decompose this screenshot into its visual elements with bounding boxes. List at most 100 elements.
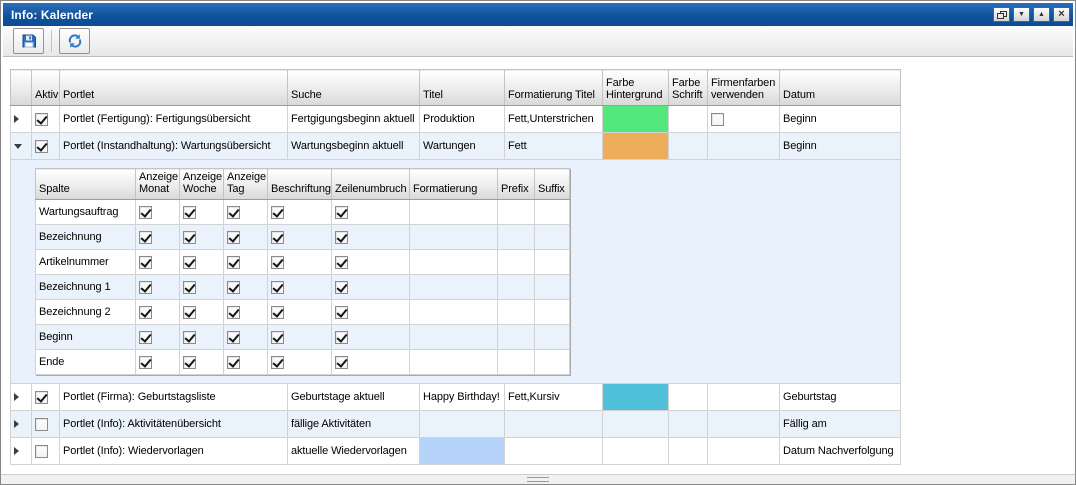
column-header-firmenfarben[interactable]: Firmenfarben verwenden xyxy=(707,69,780,106)
anzeige-monat-cell[interactable] xyxy=(135,299,180,325)
beschriftung-cell[interactable] xyxy=(267,199,332,225)
formatierung-cell[interactable] xyxy=(409,199,498,225)
restore-button[interactable] xyxy=(993,7,1010,22)
firmenfarben-cell[interactable] xyxy=(707,132,780,160)
zeilenumbruch-cell[interactable] xyxy=(331,274,410,300)
spalte-cell[interactable]: Beginn xyxy=(35,324,136,350)
farbe-hintergrund-swatch[interactable] xyxy=(602,132,669,160)
anzeige-tag-cell[interactable] xyxy=(223,249,268,275)
column-header-anzeige-woche[interactable]: Anzeige Woche xyxy=(179,168,224,200)
expander-cell[interactable] xyxy=(10,410,32,438)
anzeige-monat-checkbox[interactable] xyxy=(139,230,152,244)
portlet-cell[interactable]: Portlet (Info): Wiedervorlagen xyxy=(59,437,288,465)
column-header-spalte[interactable]: Spalte xyxy=(35,168,136,200)
farbe-schrift-cell[interactable] xyxy=(668,105,708,133)
beschriftung-checkbox[interactable] xyxy=(271,355,284,369)
column-header-portlet[interactable]: Portlet xyxy=(59,69,288,106)
suffix-cell[interactable] xyxy=(534,324,570,350)
anzeige-tag-checkbox[interactable] xyxy=(227,205,240,219)
suffix-cell[interactable] xyxy=(534,299,570,325)
anzeige-monat-cell[interactable] xyxy=(135,224,180,250)
suche-cell[interactable]: fällige Aktivitäten xyxy=(287,410,420,438)
firmenfarben-cell[interactable] xyxy=(707,105,780,133)
aktiv-cell[interactable] xyxy=(31,132,60,160)
datum-cell[interactable]: Beginn xyxy=(779,132,901,160)
column-header-formatierung-titel[interactable]: Formatierung Titel xyxy=(504,69,603,106)
aktiv-cell[interactable] xyxy=(31,383,60,411)
anzeige-woche-checkbox[interactable] xyxy=(183,355,196,369)
prefix-cell[interactable] xyxy=(497,249,535,275)
anzeige-woche-checkbox[interactable] xyxy=(183,255,196,269)
farbe-hintergrund-swatch[interactable] xyxy=(602,437,669,465)
anzeige-woche-cell[interactable] xyxy=(179,324,224,350)
formatierung-cell[interactable] xyxy=(409,299,498,325)
aktiv-checkbox[interactable] xyxy=(35,139,48,153)
column-header-beschriftung[interactable]: Beschriftung xyxy=(267,168,332,200)
expander-cell[interactable] xyxy=(10,437,32,465)
formatierung-titel-cell[interactable]: Fett xyxy=(504,132,603,160)
firmenfarben-cell[interactable] xyxy=(707,437,780,465)
titel-cell[interactable] xyxy=(419,410,505,438)
anzeige-woche-cell[interactable] xyxy=(179,299,224,325)
zeilenumbruch-cell[interactable] xyxy=(331,299,410,325)
spalte-cell[interactable]: Wartungsauftrag xyxy=(35,199,136,225)
expand-arrow-icon[interactable] xyxy=(14,447,19,456)
anzeige-tag-cell[interactable] xyxy=(223,349,268,375)
spalte-cell[interactable]: Ende xyxy=(35,349,136,375)
bottom-splitter[interactable] xyxy=(1,474,1075,484)
beschriftung-checkbox[interactable] xyxy=(271,330,284,344)
anzeige-tag-cell[interactable] xyxy=(223,324,268,350)
collapse-button[interactable]: ▼ xyxy=(1013,7,1030,22)
spalte-cell[interactable]: Bezeichnung xyxy=(35,224,136,250)
titel-cell[interactable]: Happy Birthday! xyxy=(419,383,505,411)
spalte-cell[interactable]: Bezeichnung 2 xyxy=(35,299,136,325)
aktiv-checkbox[interactable] xyxy=(35,417,48,431)
zeilenumbruch-checkbox[interactable] xyxy=(335,205,348,219)
beschriftung-checkbox[interactable] xyxy=(271,280,284,294)
expand-arrow-icon[interactable] xyxy=(14,115,19,124)
anzeige-monat-cell[interactable] xyxy=(135,349,180,375)
beschriftung-checkbox[interactable] xyxy=(271,255,284,269)
anzeige-tag-checkbox[interactable] xyxy=(227,355,240,369)
portlet-cell[interactable]: Portlet (Info): Aktivitätenübersicht xyxy=(59,410,288,438)
beschriftung-cell[interactable] xyxy=(267,249,332,275)
anzeige-tag-checkbox[interactable] xyxy=(227,305,240,319)
prefix-cell[interactable] xyxy=(497,199,535,225)
zeilenumbruch-cell[interactable] xyxy=(331,199,410,225)
suffix-cell[interactable] xyxy=(534,274,570,300)
datum-cell[interactable]: Beginn xyxy=(779,105,901,133)
zeilenumbruch-checkbox[interactable] xyxy=(335,255,348,269)
anzeige-monat-checkbox[interactable] xyxy=(139,355,152,369)
anzeige-woche-checkbox[interactable] xyxy=(183,305,196,319)
farbe-hintergrund-swatch[interactable] xyxy=(602,105,669,133)
beschriftung-cell[interactable] xyxy=(267,299,332,325)
prefix-cell[interactable] xyxy=(497,349,535,375)
expander-cell[interactable] xyxy=(10,383,32,411)
column-header-datum[interactable]: Datum xyxy=(779,69,901,106)
formatierung-titel-cell[interactable] xyxy=(504,410,603,438)
collapse-arrow-icon[interactable] xyxy=(14,143,22,149)
titel-cell[interactable]: Produktion xyxy=(419,105,505,133)
column-header-titel[interactable]: Titel xyxy=(419,69,505,106)
farbe-hintergrund-swatch[interactable] xyxy=(602,410,669,438)
column-header-anzeige-tag[interactable]: Anzeige Tag xyxy=(223,168,268,200)
portlet-cell[interactable]: Portlet (Firma): Geburtstagsliste xyxy=(59,383,288,411)
farbe-schrift-cell[interactable] xyxy=(668,437,708,465)
anzeige-woche-checkbox[interactable] xyxy=(183,330,196,344)
column-header-formatierung[interactable]: Formatierung xyxy=(409,168,498,200)
anzeige-woche-cell[interactable] xyxy=(179,349,224,375)
formatierung-cell[interactable] xyxy=(409,249,498,275)
suche-cell[interactable]: Wartungsbeginn aktuell xyxy=(287,132,420,160)
anzeige-monat-checkbox[interactable] xyxy=(139,255,152,269)
suffix-cell[interactable] xyxy=(534,349,570,375)
beschriftung-cell[interactable] xyxy=(267,224,332,250)
zeilenumbruch-cell[interactable] xyxy=(331,224,410,250)
prefix-cell[interactable] xyxy=(497,224,535,250)
anzeige-woche-cell[interactable] xyxy=(179,199,224,225)
expand-arrow-icon[interactable] xyxy=(14,420,19,429)
column-header-farbe-hintergrund[interactable]: Farbe Hintergrund xyxy=(602,69,669,106)
farbe-schrift-cell[interactable] xyxy=(668,383,708,411)
farbe-schrift-cell[interactable] xyxy=(668,132,708,160)
titel-cell-selected[interactable] xyxy=(419,437,505,465)
zeilenumbruch-checkbox[interactable] xyxy=(335,355,348,369)
